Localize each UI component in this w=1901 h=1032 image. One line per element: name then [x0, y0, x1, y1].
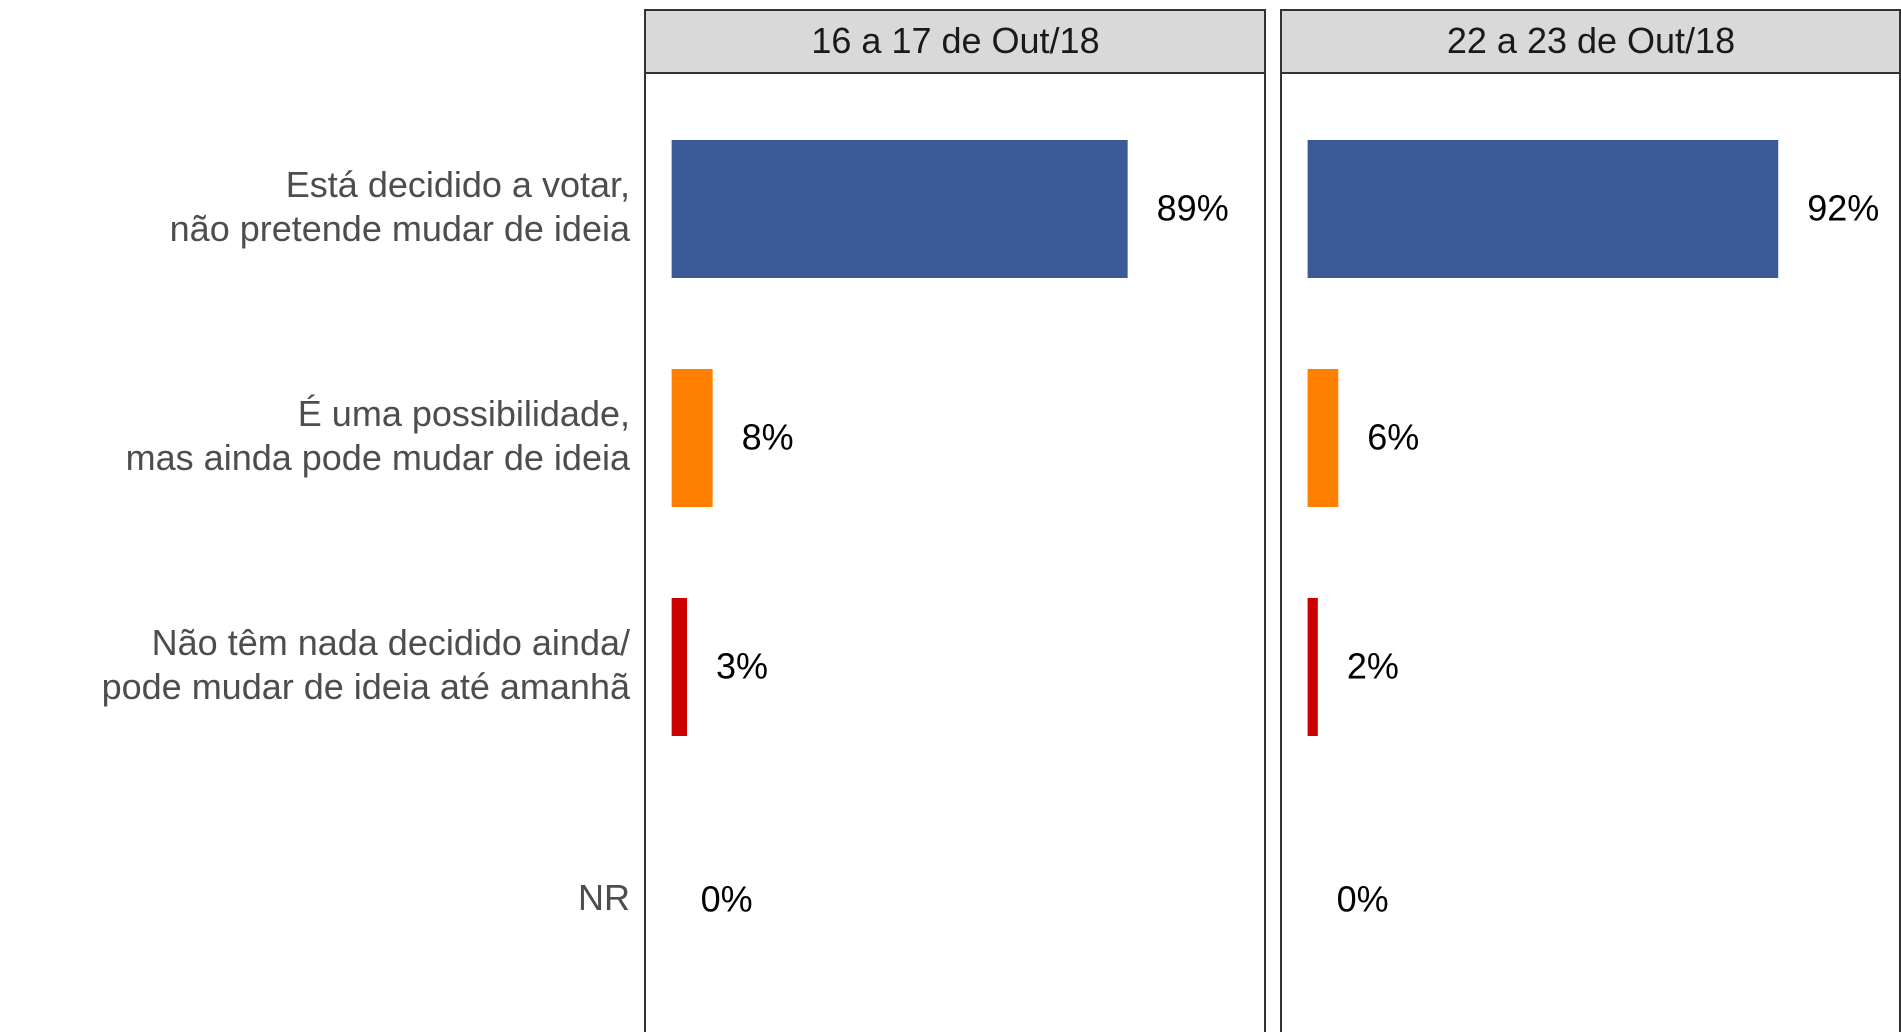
category-label: É uma possibilidade, mas ainda pode mudar…	[126, 393, 631, 478]
bar	[1307, 140, 1779, 278]
category-label: NR	[578, 877, 630, 918]
bar	[671, 369, 713, 507]
value-label: 0%	[1337, 879, 1389, 920]
facet-strip	[1280, 9, 1901, 74]
bar	[671, 140, 1128, 278]
facet-strip	[644, 9, 1266, 74]
value-label: 6%	[1367, 417, 1419, 458]
bar	[1307, 369, 1339, 507]
value-label: 8%	[742, 417, 794, 458]
bar	[1307, 598, 1318, 736]
category-label: Não têm nada decidido ainda/pode mudar d…	[102, 622, 631, 707]
value-label: 2%	[1347, 646, 1399, 687]
value-label: 92%	[1807, 188, 1879, 229]
category-label: Está decidido a votar, não pretende mudar…	[170, 164, 631, 249]
facet-title: 16 a 17 de Out/18	[811, 20, 1099, 61]
value-label: 89%	[1157, 188, 1229, 229]
bar	[671, 598, 688, 736]
facet-title: 22 a 23 de Out/18	[1447, 20, 1735, 61]
value-label: 3%	[716, 646, 768, 687]
value-label: 0%	[701, 879, 753, 920]
